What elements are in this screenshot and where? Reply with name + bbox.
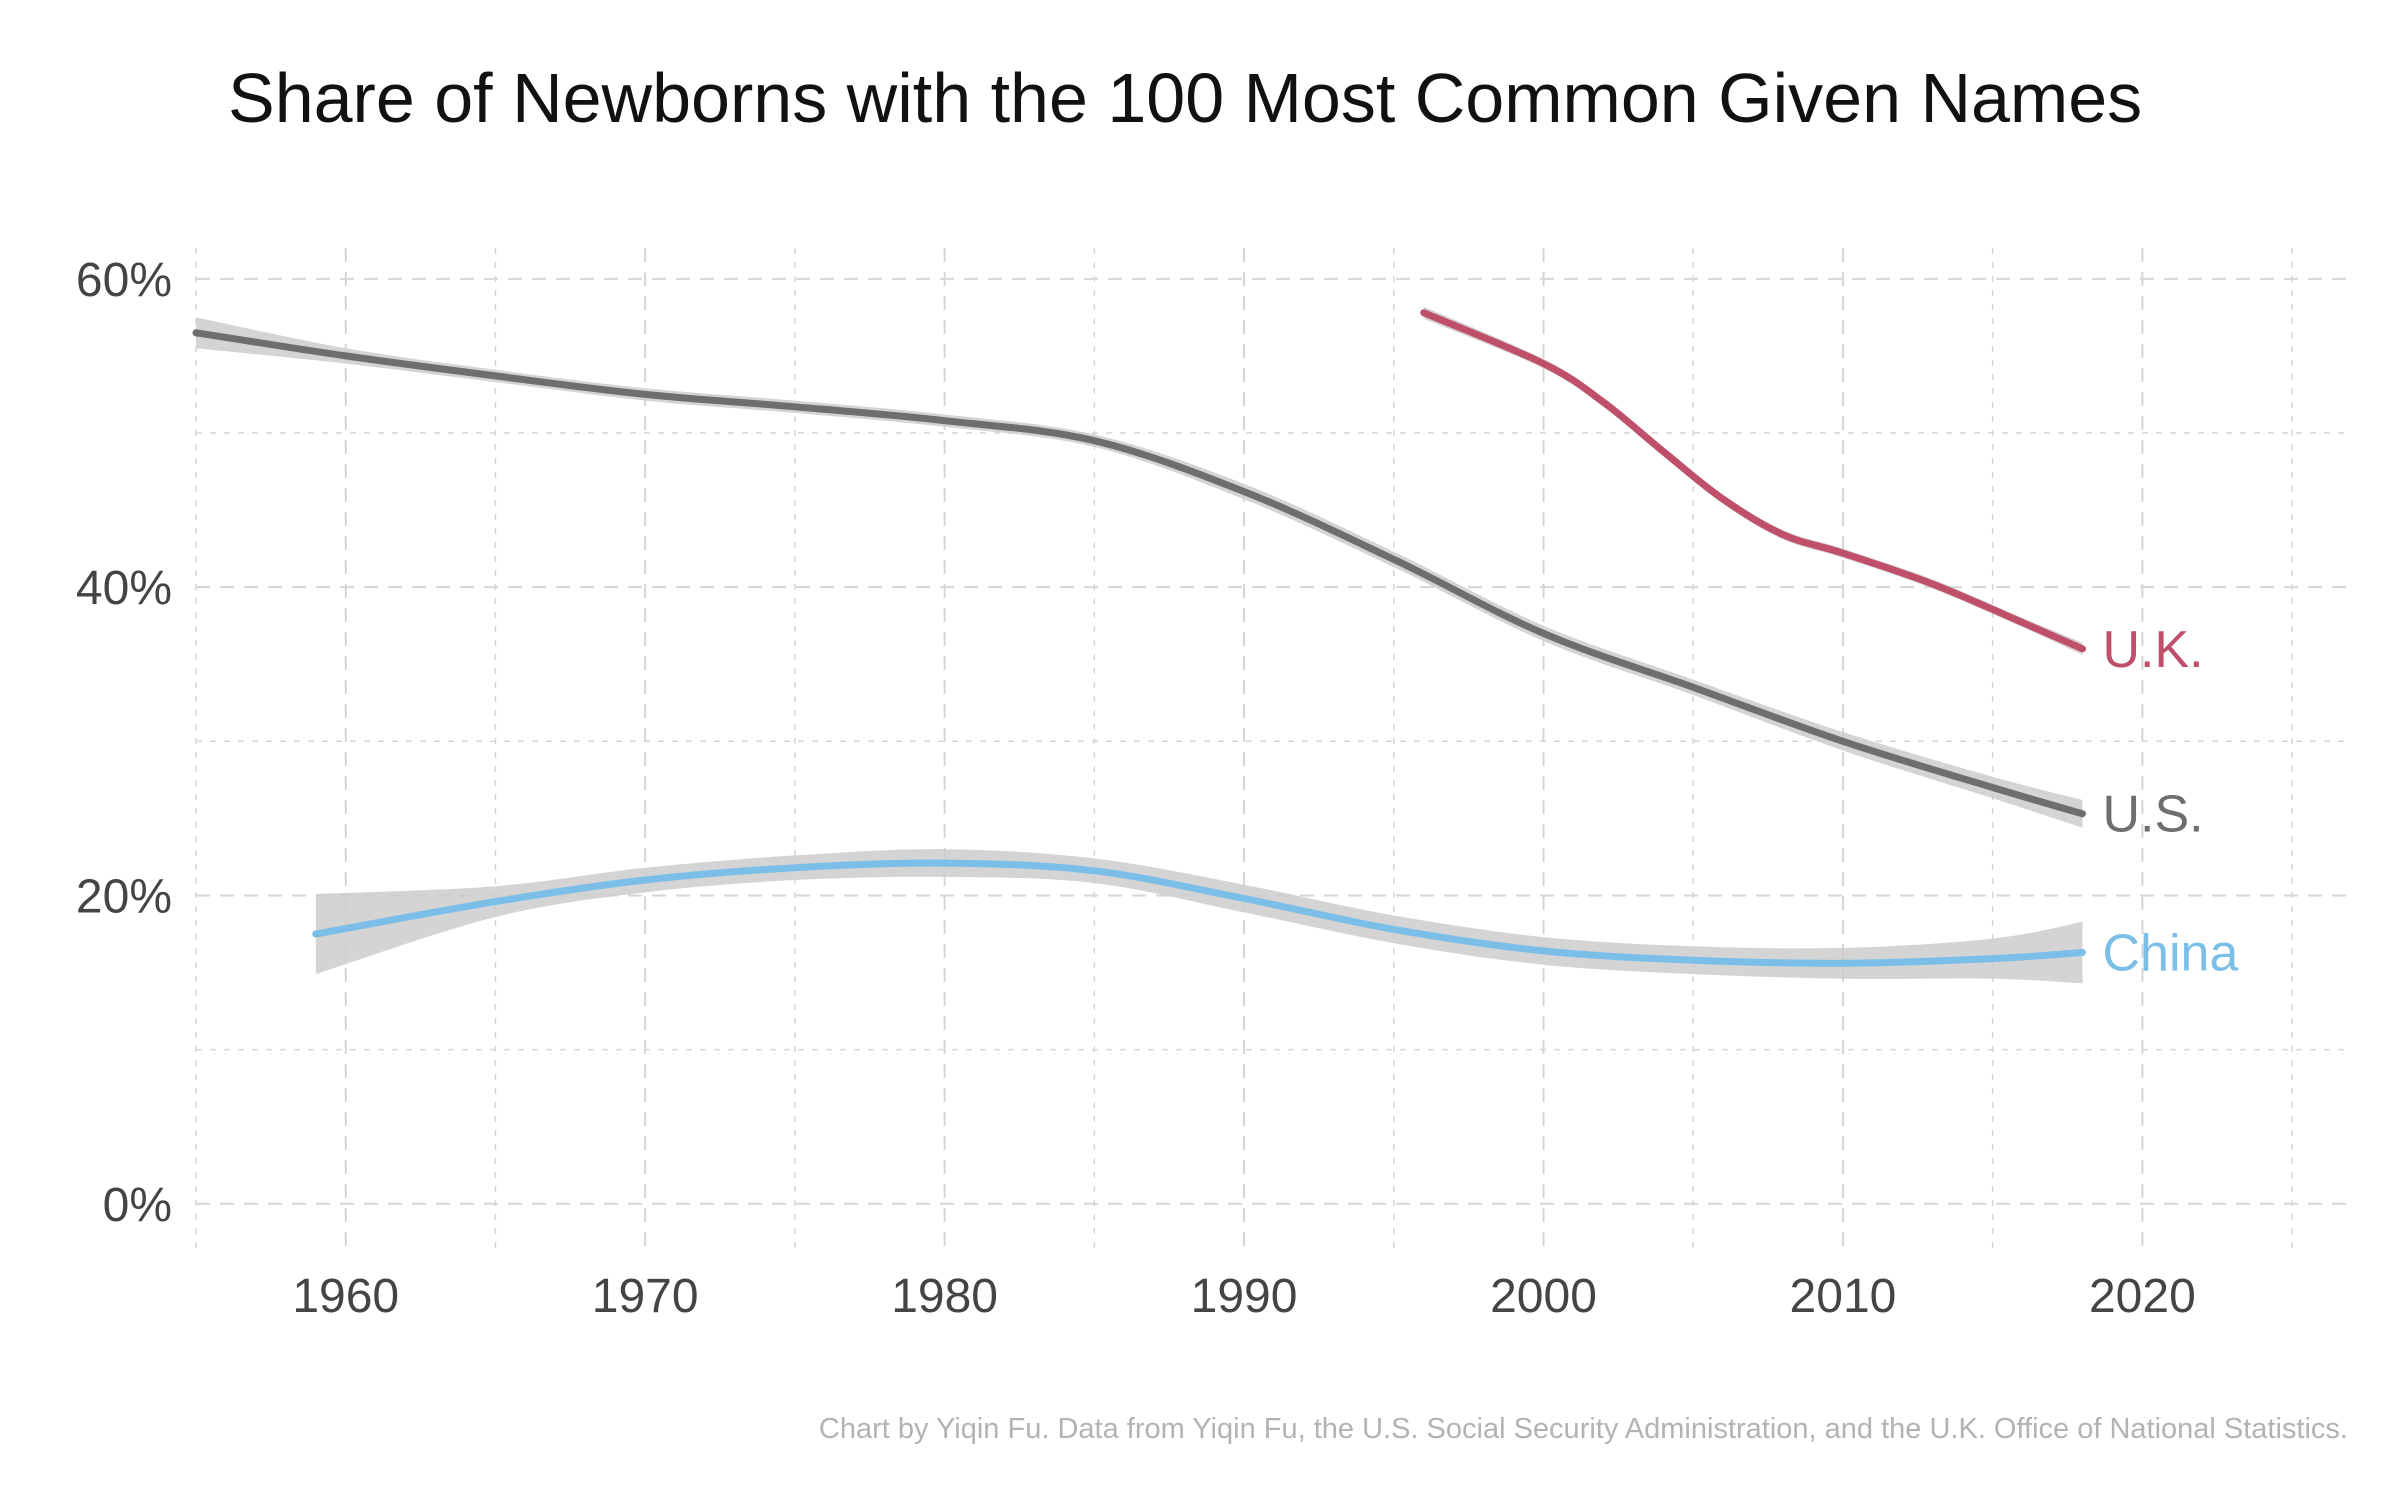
u-s-series-line <box>192 329 2086 818</box>
china-confidence-band <box>315 849 2083 984</box>
y-tick-label: 40% <box>76 562 172 615</box>
x-tick-label: 1960 <box>292 1270 399 1323</box>
grid-layer <box>195 248 2352 1250</box>
series-lines <box>192 309 2086 967</box>
x-tick-label: 1990 <box>1191 1270 1298 1323</box>
y-tick-label: 0% <box>103 1179 172 1232</box>
chart-title: Share of Newborns with the 100 Most Comm… <box>228 59 2143 137</box>
china-series-label: China <box>2103 924 2239 982</box>
u-s-series-label: U.S. <box>2103 786 2204 844</box>
u-s-confidence-band <box>196 317 2083 828</box>
x-tick-label: 1970 <box>592 1270 699 1323</box>
x-tick-label: 2000 <box>1490 1270 1597 1323</box>
y-tick-label: 20% <box>76 870 172 923</box>
y-tick-label: 60% <box>76 254 172 307</box>
chart-caption: Chart by Yiqin Fu. Data from Yiqin Fu, t… <box>818 1413 2348 1445</box>
china-series-line <box>312 859 2086 967</box>
x-tick-label: 2020 <box>2089 1270 2196 1323</box>
u-k-series-label: U.K. <box>2103 621 2204 679</box>
x-tick-label: 1980 <box>891 1270 998 1323</box>
x-tick-label: 2010 <box>1790 1270 1897 1323</box>
confidence-bands <box>196 306 2083 984</box>
series-labels: U.S. U.K. China <box>2103 621 2239 983</box>
u-k-series-line <box>1420 309 2086 653</box>
axis-labels: 1960 1970 1980 1990 2000 2010 2020 0% 20% 40% 60% <box>76 254 2196 1323</box>
